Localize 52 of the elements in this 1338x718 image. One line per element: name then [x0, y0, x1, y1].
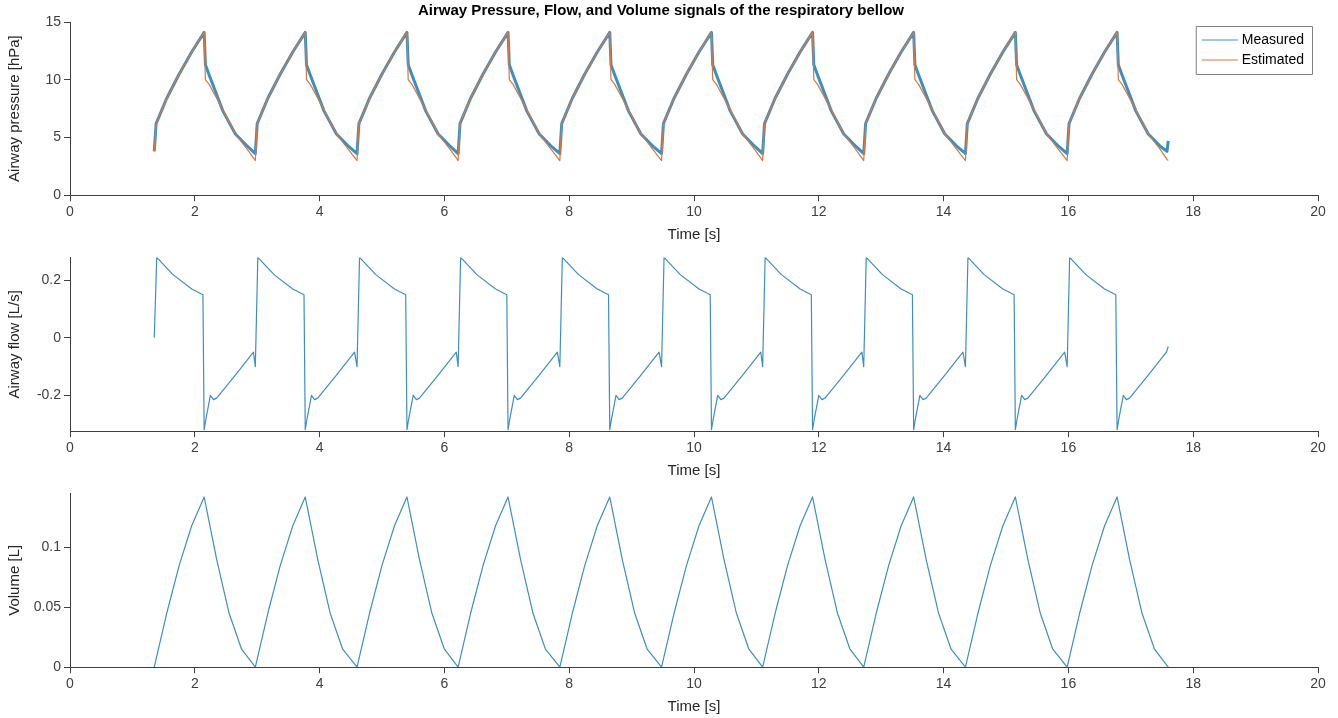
x-axis-title: Time [s] — [667, 697, 721, 715]
y-tick-label: 10 — [45, 70, 62, 87]
x-tick-label: 20 — [1310, 439, 1326, 456]
x-tick-label: 16 — [1060, 439, 1077, 456]
x-tick-label: 10 — [686, 675, 702, 692]
x-axis-title: Time [s] — [667, 461, 721, 479]
x-axis-title: Time [s] — [667, 225, 721, 243]
chart-title: Airway Pressure, Flow, and Volume signals of the respiratory bellow — [418, 1, 905, 19]
y-tick-label: 15 — [45, 12, 62, 29]
y-axis-title: Airway pressure [hPa] — [5, 35, 23, 182]
x-tick-label: 0 — [66, 675, 75, 692]
y-axis-title: Volume [L] — [5, 544, 23, 616]
x-tick-label: 20 — [1310, 675, 1326, 692]
x-tick-label: 10 — [686, 203, 702, 220]
x-tick-label: 18 — [1185, 675, 1202, 692]
x-tick-label: 6 — [440, 675, 449, 692]
x-tick-label: 8 — [565, 675, 574, 692]
x-tick-label: 14 — [935, 439, 952, 456]
x-tick-label: 12 — [811, 675, 827, 692]
x-tick-label: 4 — [315, 675, 324, 692]
y-axis-title: Airway flow [L/s] — [5, 290, 23, 399]
x-tick-label: 10 — [686, 439, 702, 456]
x-tick-label: 4 — [315, 439, 324, 456]
x-tick-label: 4 — [315, 203, 324, 220]
x-tick-label: 6 — [440, 203, 449, 220]
y-tick-label: 0 — [53, 186, 62, 203]
x-tick-label: 12 — [811, 439, 827, 456]
x-tick-label: 2 — [190, 203, 199, 220]
x-tick-label: 8 — [565, 203, 574, 220]
x-tick-label: 20 — [1310, 203, 1326, 220]
x-tick-label: 6 — [440, 439, 449, 456]
x-tick-label: 8 — [565, 439, 574, 456]
y-tick-label: -0.2 — [36, 386, 62, 403]
y-tick-label: 0.2 — [41, 271, 62, 288]
legend-label: Measured — [1241, 30, 1305, 47]
x-tick-label: 2 — [190, 439, 199, 456]
x-tick-label: 0 — [66, 203, 75, 220]
x-tick-label: 18 — [1185, 203, 1202, 220]
y-tick-label: 0.05 — [33, 598, 62, 615]
legend-label: Estimated — [1241, 50, 1304, 67]
y-tick-label: 0.1 — [41, 538, 62, 555]
y-tick-label: 5 — [53, 128, 62, 145]
x-tick-label: 14 — [935, 203, 952, 220]
x-tick-label: 2 — [190, 675, 199, 692]
y-tick-label: 0 — [53, 328, 62, 345]
x-tick-label: 12 — [811, 203, 827, 220]
x-tick-label: 18 — [1185, 439, 1202, 456]
y-tick-label: 0 — [53, 658, 62, 675]
x-tick-label: 16 — [1060, 675, 1077, 692]
x-tick-label: 0 — [66, 439, 75, 456]
x-tick-label: 14 — [935, 675, 952, 692]
x-tick-label: 16 — [1060, 203, 1077, 220]
